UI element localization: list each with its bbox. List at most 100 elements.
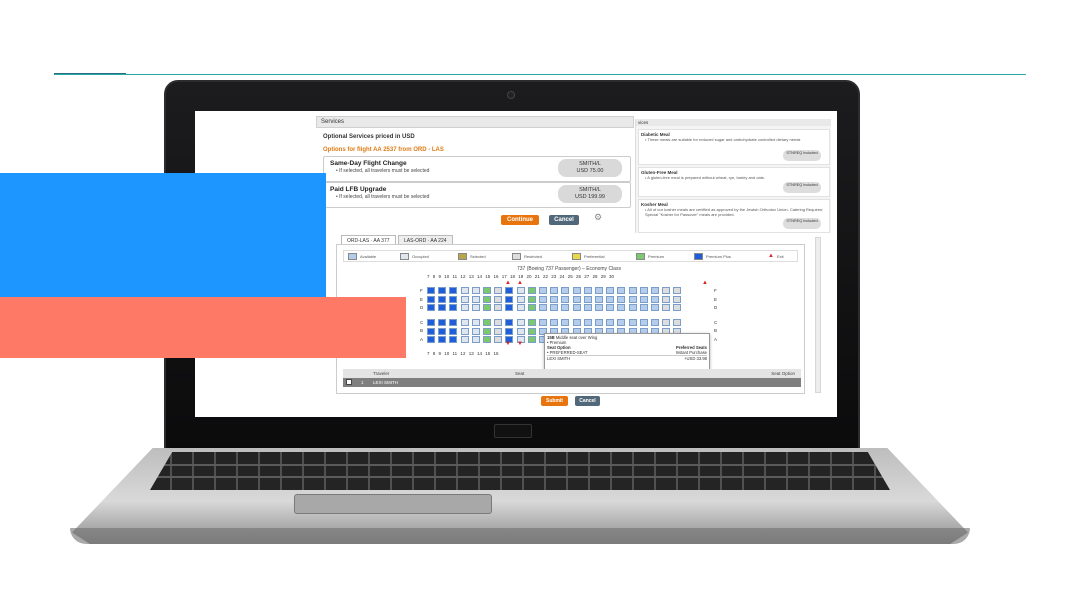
seat[interactable] <box>505 336 514 343</box>
seat[interactable] <box>595 319 603 326</box>
seat[interactable] <box>494 304 503 311</box>
seat[interactable] <box>494 295 503 303</box>
meal-status-badge[interactable]: STNREQ Included <box>783 150 821 161</box>
seat[interactable] <box>483 327 491 335</box>
continue-button[interactable]: Continue <box>501 215 539 225</box>
seat[interactable] <box>673 287 682 294</box>
seat[interactable] <box>662 287 671 294</box>
seat[interactable] <box>595 287 603 294</box>
seat[interactable] <box>628 304 637 311</box>
tab-las-ord[interactable]: LAS-ORD · AA 224 <box>398 235 453 245</box>
seat[interactable] <box>595 304 603 311</box>
service-price-toggle[interactable]: SMITH/L USD 75.00 <box>558 159 622 177</box>
service-row-same-day-change[interactable]: Same-Day Flight Change • If selected, al… <box>323 156 631 182</box>
seat[interactable] <box>673 295 682 303</box>
seat[interactable] <box>449 319 458 326</box>
service-row-lfb-upgrade[interactable]: Paid LFB Upgrade • If selected, all trav… <box>323 182 631 208</box>
seat[interactable] <box>550 319 559 326</box>
seat[interactable] <box>516 295 525 303</box>
seat[interactable] <box>527 336 536 343</box>
seat[interactable] <box>561 287 570 294</box>
seat[interactable] <box>539 304 547 311</box>
seat[interactable] <box>651 304 659 311</box>
seat[interactable] <box>539 295 547 303</box>
meal-item-gluten-free[interactable]: Gluten-Free Meal • A gluten-free meal is… <box>638 167 830 197</box>
seat[interactable] <box>628 319 637 326</box>
seat[interactable] <box>673 304 682 311</box>
seat[interactable] <box>471 336 480 343</box>
seat[interactable] <box>483 336 491 343</box>
seat[interactable] <box>505 295 514 303</box>
seat[interactable] <box>516 287 525 294</box>
seat[interactable] <box>662 304 671 311</box>
seat[interactable] <box>494 336 503 343</box>
seat[interactable] <box>583 295 592 303</box>
seat[interactable] <box>617 304 626 311</box>
seat[interactable] <box>606 287 615 294</box>
gear-icon[interactable]: ⚙ <box>594 212 603 222</box>
tab-ord-las[interactable]: ORD-LAS · AA 377 <box>341 235 396 245</box>
seat[interactable] <box>438 295 447 303</box>
seat[interactable] <box>494 287 503 294</box>
seat[interactable] <box>483 295 491 303</box>
seat[interactable] <box>449 304 458 311</box>
seat[interactable] <box>550 287 559 294</box>
seat[interactable] <box>583 304 592 311</box>
seat[interactable] <box>471 304 480 311</box>
seat[interactable] <box>505 319 514 326</box>
seat[interactable] <box>583 287 592 294</box>
meal-status-badge[interactable]: STNREQ Included <box>783 182 821 193</box>
seat[interactable] <box>583 319 592 326</box>
seat[interactable] <box>539 327 547 335</box>
seat[interactable] <box>527 319 536 326</box>
seat[interactable] <box>662 295 671 303</box>
seat[interactable] <box>572 295 581 303</box>
seat[interactable] <box>639 304 648 311</box>
seat[interactable] <box>471 319 480 326</box>
seat[interactable] <box>438 327 447 335</box>
seat[interactable] <box>505 287 514 294</box>
seat[interactable] <box>460 319 469 326</box>
seat[interactable] <box>639 287 648 294</box>
seat[interactable] <box>449 336 458 343</box>
seat[interactable] <box>516 327 525 335</box>
seat[interactable] <box>606 319 615 326</box>
seat[interactable] <box>606 295 615 303</box>
footer-cancel-button[interactable]: Cancel <box>575 396 600 406</box>
seat[interactable] <box>505 304 514 311</box>
seat[interactable] <box>651 295 659 303</box>
seat[interactable] <box>460 327 469 335</box>
seat[interactable] <box>539 319 547 326</box>
traveler-row[interactable]: 1 LEXI SMITH <box>343 378 801 387</box>
seat[interactable] <box>572 304 581 311</box>
seat[interactable] <box>527 295 536 303</box>
service-price-toggle[interactable]: SMITH/L USD 199.99 <box>558 185 622 203</box>
seat[interactable] <box>651 319 659 326</box>
seat[interactable] <box>639 319 648 326</box>
seat[interactable] <box>449 287 458 294</box>
meal-status-badge[interactable]: STNREQ Included <box>783 218 821 229</box>
cancel-button[interactable]: Cancel <box>549 215 579 225</box>
seat[interactable] <box>606 304 615 311</box>
meal-item-diabetic[interactable]: Diabetic Meal • These meals are suitable… <box>638 129 830 165</box>
seat[interactable] <box>483 319 491 326</box>
seat[interactable] <box>438 304 447 311</box>
seat[interactable] <box>595 295 603 303</box>
seat[interactable] <box>471 327 480 335</box>
seat-panel-scrollbar[interactable] <box>815 237 821 393</box>
seat[interactable] <box>561 295 570 303</box>
seat[interactable] <box>449 327 458 335</box>
seat[interactable] <box>673 319 682 326</box>
seat[interactable] <box>651 287 659 294</box>
seat[interactable] <box>460 336 469 343</box>
seat[interactable] <box>460 295 469 303</box>
seat[interactable] <box>460 287 469 294</box>
seat[interactable] <box>427 295 435 303</box>
seat[interactable] <box>449 295 458 303</box>
seat[interactable] <box>483 304 491 311</box>
seat[interactable] <box>516 304 525 311</box>
seat[interactable] <box>494 327 503 335</box>
seat[interactable] <box>550 295 559 303</box>
meal-item-kosher[interactable]: Kosher Meal • All of our kosher meals ar… <box>638 199 830 233</box>
seat[interactable] <box>639 295 648 303</box>
